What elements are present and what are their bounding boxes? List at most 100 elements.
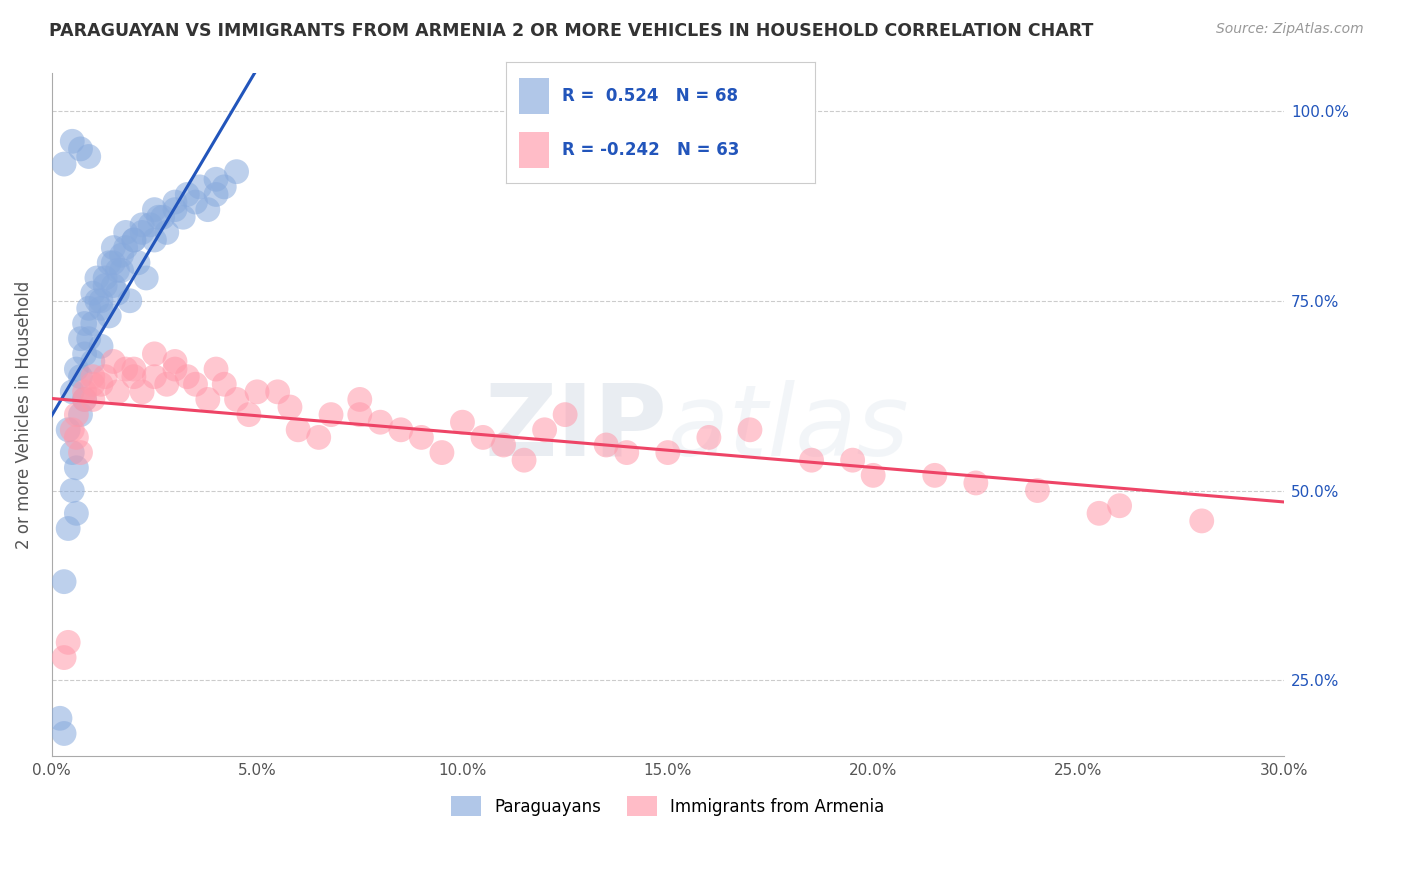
Point bbox=[110, 248, 132, 262]
Point bbox=[451, 415, 474, 429]
Point bbox=[90, 293, 112, 308]
Point bbox=[131, 384, 153, 399]
Text: atlas: atlas bbox=[668, 380, 910, 477]
Point bbox=[163, 362, 186, 376]
Point bbox=[184, 195, 207, 210]
Point bbox=[118, 293, 141, 308]
Point bbox=[143, 369, 166, 384]
Point bbox=[73, 384, 96, 399]
Point bbox=[800, 453, 823, 467]
Point bbox=[82, 369, 104, 384]
Point bbox=[1191, 514, 1213, 528]
Point bbox=[77, 301, 100, 316]
Point bbox=[841, 453, 863, 467]
Point bbox=[924, 468, 946, 483]
Point bbox=[69, 369, 91, 384]
Text: R = -0.242   N = 63: R = -0.242 N = 63 bbox=[562, 141, 740, 159]
Bar bbox=[519, 78, 550, 114]
Point bbox=[176, 369, 198, 384]
Point bbox=[225, 164, 247, 178]
Point bbox=[246, 384, 269, 399]
Point bbox=[163, 202, 186, 217]
Point bbox=[60, 483, 83, 498]
Point bbox=[205, 187, 228, 202]
Point bbox=[1108, 499, 1130, 513]
Point bbox=[82, 286, 104, 301]
Point bbox=[90, 301, 112, 316]
Point bbox=[98, 256, 121, 270]
Point bbox=[53, 157, 76, 171]
Point bbox=[53, 726, 76, 740]
Point bbox=[965, 475, 987, 490]
Point bbox=[107, 286, 129, 301]
Point bbox=[77, 332, 100, 346]
Point bbox=[163, 195, 186, 210]
Point bbox=[411, 430, 433, 444]
Point bbox=[184, 377, 207, 392]
Point bbox=[738, 423, 761, 437]
Point bbox=[1026, 483, 1049, 498]
Point bbox=[103, 278, 125, 293]
Point bbox=[77, 149, 100, 163]
Point bbox=[56, 521, 79, 535]
Point bbox=[56, 635, 79, 649]
Point bbox=[69, 142, 91, 156]
Point bbox=[65, 460, 87, 475]
Text: R =  0.524   N = 68: R = 0.524 N = 68 bbox=[562, 87, 738, 104]
Point bbox=[143, 233, 166, 247]
Point bbox=[82, 317, 104, 331]
Point bbox=[156, 226, 179, 240]
Point bbox=[472, 430, 495, 444]
Legend: Paraguayans, Immigrants from Armenia: Paraguayans, Immigrants from Armenia bbox=[444, 789, 891, 823]
Point bbox=[65, 430, 87, 444]
Point bbox=[82, 392, 104, 407]
Y-axis label: 2 or more Vehicles in Household: 2 or more Vehicles in Household bbox=[15, 280, 32, 549]
Point bbox=[86, 293, 108, 308]
Point bbox=[135, 271, 157, 285]
Point bbox=[554, 408, 576, 422]
Point bbox=[103, 256, 125, 270]
Point bbox=[697, 430, 720, 444]
Point bbox=[122, 369, 145, 384]
Point bbox=[349, 408, 371, 422]
Point bbox=[143, 347, 166, 361]
Point bbox=[122, 362, 145, 376]
Point bbox=[139, 218, 162, 232]
Point bbox=[122, 233, 145, 247]
Point bbox=[278, 400, 301, 414]
Point bbox=[212, 179, 235, 194]
Point bbox=[73, 392, 96, 407]
Point bbox=[114, 241, 136, 255]
Point bbox=[1088, 506, 1111, 520]
Point bbox=[197, 392, 219, 407]
Point bbox=[308, 430, 330, 444]
Point bbox=[69, 332, 91, 346]
Point bbox=[389, 423, 412, 437]
Point bbox=[107, 384, 129, 399]
Point bbox=[60, 134, 83, 148]
Point bbox=[86, 271, 108, 285]
Point bbox=[114, 226, 136, 240]
Point bbox=[492, 438, 515, 452]
Bar bbox=[519, 132, 550, 169]
Point bbox=[205, 362, 228, 376]
Point bbox=[98, 309, 121, 323]
Point bbox=[82, 377, 104, 392]
Point bbox=[148, 211, 170, 225]
Point bbox=[430, 445, 453, 459]
Text: ZIP: ZIP bbox=[485, 380, 668, 477]
Point bbox=[238, 408, 260, 422]
Point bbox=[73, 347, 96, 361]
Point bbox=[616, 445, 638, 459]
Point bbox=[212, 377, 235, 392]
Point bbox=[107, 263, 129, 277]
Point bbox=[172, 211, 194, 225]
Text: PARAGUAYAN VS IMMIGRANTS FROM ARMENIA 2 OR MORE VEHICLES IN HOUSEHOLD CORRELATIO: PARAGUAYAN VS IMMIGRANTS FROM ARMENIA 2 … bbox=[49, 22, 1094, 40]
Point bbox=[60, 423, 83, 437]
Point bbox=[73, 317, 96, 331]
Point bbox=[197, 202, 219, 217]
Point bbox=[513, 453, 536, 467]
Point bbox=[595, 438, 617, 452]
Point bbox=[110, 263, 132, 277]
Point bbox=[205, 172, 228, 186]
